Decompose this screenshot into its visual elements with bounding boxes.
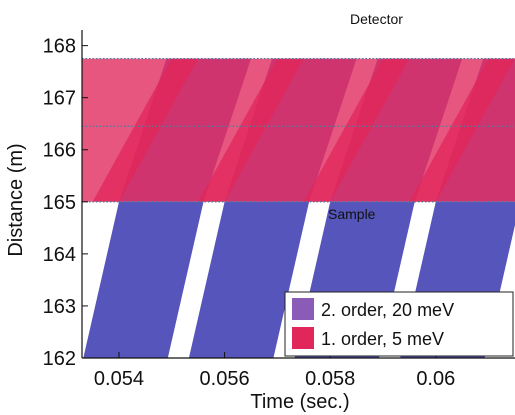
x-tick-label-1: 0.056 <box>200 368 250 390</box>
series-2-lower-band-0 <box>83 201 204 358</box>
legend: 2. order, 20 meV 1. order, 5 meV <box>284 291 514 357</box>
series-1-band-1 <box>92 58 304 202</box>
y-tick-label-1: 163 <box>43 296 76 318</box>
series-1-band-2 <box>198 58 410 202</box>
x-axis-label: Time (sec.) <box>250 391 349 413</box>
legend-swatch-1 <box>292 327 314 349</box>
legend-swatch-0 <box>292 298 314 320</box>
annotation-sample: Sample <box>328 206 376 222</box>
series-1-band-4 <box>409 58 515 202</box>
axes: 162 163 164 165 166 167 168 0.054 0.056 0.058 0.06 <box>43 30 515 390</box>
y-axis-label: Distance (m) <box>5 143 27 256</box>
legend-label-1: 1. order, 5 meV <box>321 329 444 349</box>
y-tick-label-0: 162 <box>43 348 76 370</box>
x-tick-label-2: 0.058 <box>305 368 355 390</box>
annotation-detector: Detector <box>350 11 403 27</box>
series-2-lower-band-1 <box>188 201 310 358</box>
y-tick-label-3: 165 <box>43 192 76 214</box>
y-tick-label-2: 164 <box>43 244 76 266</box>
legend-label-0: 2. order, 20 meV <box>321 300 454 320</box>
y-tick-label-6: 168 <box>43 36 76 58</box>
y-tick-label-5: 167 <box>43 88 76 110</box>
x-tick-label-3: 0.06 <box>416 368 455 390</box>
series-1-band-3 <box>303 58 515 202</box>
legend-box <box>284 291 514 357</box>
y-tick-label-4: 166 <box>43 140 76 162</box>
plot-area <box>82 57 515 358</box>
x-tick-label-0: 0.054 <box>94 368 144 390</box>
